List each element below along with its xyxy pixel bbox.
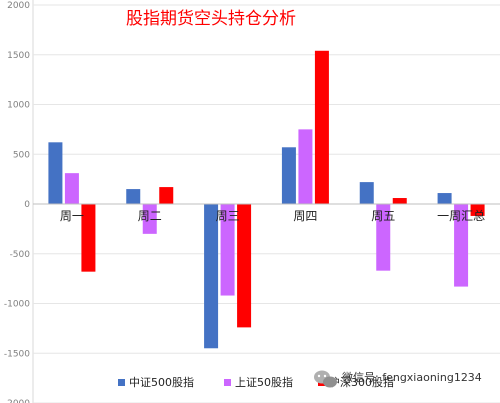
category-labels: 周一 周二 周三 周四 周五 一周汇总 xyxy=(60,209,485,223)
y-tick-label: 1500 xyxy=(7,51,30,61)
watermark: 微信号: fengxiaoning1234 xyxy=(314,370,482,388)
bar xyxy=(142,204,157,234)
y-tick-label: -1000 xyxy=(4,300,30,310)
legend-swatch xyxy=(118,379,125,386)
y-tick-label: -500 xyxy=(10,250,31,260)
bar xyxy=(81,204,96,272)
bar xyxy=(159,187,174,204)
y-tick-label: -2000 xyxy=(4,399,30,403)
bar xyxy=(359,182,374,204)
bar xyxy=(48,142,63,204)
bar xyxy=(437,193,452,204)
bar xyxy=(281,147,296,204)
bars xyxy=(48,50,485,349)
legend-label: 沪深300股指 xyxy=(329,375,394,389)
y-tick-label: 1000 xyxy=(7,101,30,111)
bar xyxy=(392,198,407,204)
watermark-text: 微信号: fengxiaoning1234 xyxy=(342,370,482,384)
bar xyxy=(454,204,469,287)
gridlines xyxy=(33,4,500,403)
x-category-label: 一周汇总 xyxy=(437,209,485,223)
x-category-label: 周四 xyxy=(293,209,317,223)
x-category-label: 周三 xyxy=(216,209,240,223)
bar xyxy=(314,50,329,204)
bar xyxy=(204,204,219,349)
bar xyxy=(126,189,141,204)
bar xyxy=(64,173,79,204)
legend-swatch xyxy=(224,379,231,386)
x-category-label: 周一 xyxy=(60,209,84,223)
wechat-icon xyxy=(314,370,337,388)
bar xyxy=(298,129,313,204)
chart-title: 股指期货空头持仓分析 xyxy=(126,9,296,29)
x-category-label: 周二 xyxy=(138,209,162,223)
bar xyxy=(470,204,485,216)
bar xyxy=(237,204,252,328)
y-tick-label: -1500 xyxy=(4,349,30,359)
y-tick-label: 0 xyxy=(24,200,30,210)
legend: 中证500股指 上证50股指 沪深300股指 xyxy=(118,375,394,389)
bar xyxy=(376,204,391,271)
bar xyxy=(220,204,235,296)
x-category-label: 周五 xyxy=(371,209,395,223)
y-tick-label: 2000 xyxy=(7,1,30,11)
y-axis-tick-labels: 2000 1500 1000 500 0 -500 -1000 -1500 -2000 xyxy=(4,1,30,403)
y-tick-label: 500 xyxy=(13,150,30,160)
legend-label: 上证50股指 xyxy=(235,375,293,389)
legend-label: 中证500股指 xyxy=(129,375,194,389)
